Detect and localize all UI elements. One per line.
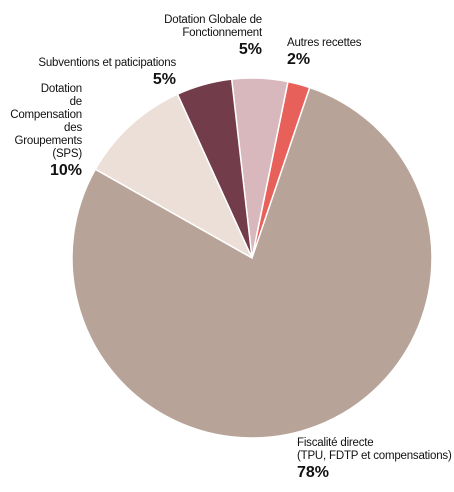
slice-label-dcg: Dotation de Compensation des Groupements… — [2, 83, 82, 179]
slice-label-fiscalite: Fiscalité directe (TPU, FDTP et compensa… — [297, 437, 454, 481]
slice-value-dcg: 10% — [49, 162, 82, 179]
slice-value-fiscalite: 78% — [297, 464, 330, 481]
slice-label-dgf: Dotation Globale de Fonctionnement 5% — [152, 14, 262, 58]
slice-value-subventions: 5% — [152, 71, 176, 88]
slice-value-dgf: 5% — [238, 41, 262, 58]
slice-label-autres: Autres recettes 2% — [287, 37, 397, 68]
slice-name-subventions: Subventions et paticipations — [38, 57, 176, 69]
slice-name-fiscalite: Fiscalité directe (TPU, FDTP et compensa… — [297, 437, 452, 462]
slice-name-dcg: Dotation de Compensation des Groupements… — [10, 83, 82, 160]
slice-label-subventions: Subventions et paticipations 5% — [10, 57, 176, 88]
slice-value-autres: 2% — [287, 51, 311, 68]
slice-name-autres: Autres recettes — [287, 37, 362, 49]
slice-fiscalite — [71, 86, 433, 439]
pie-slices — [71, 77, 433, 439]
slice-name-dgf: Dotation Globale de Fonctionnement — [164, 14, 262, 39]
slice-dcg — [94, 93, 254, 260]
